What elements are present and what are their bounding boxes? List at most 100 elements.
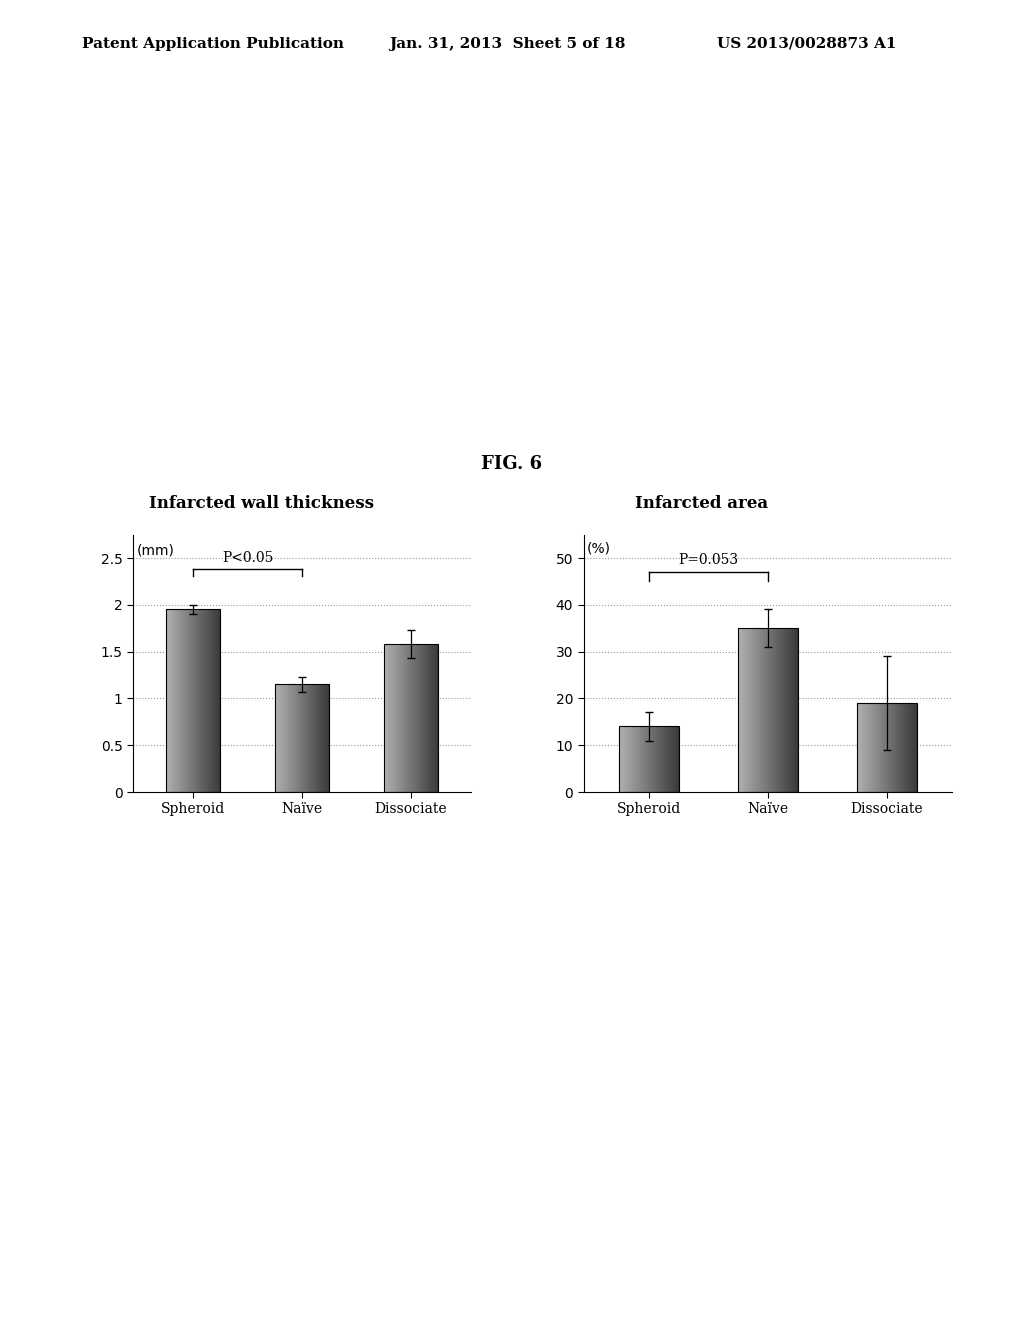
Bar [795, 628, 796, 792]
Bar [630, 726, 631, 792]
Bar [620, 726, 621, 792]
Bar [629, 726, 630, 792]
Bar [788, 628, 790, 792]
Bar [791, 628, 792, 792]
Bar [914, 704, 915, 792]
Bar [879, 704, 880, 792]
Bar [778, 628, 779, 792]
Bar [761, 628, 762, 792]
Bar [768, 628, 769, 792]
Bar [652, 726, 653, 792]
Bar [912, 704, 913, 792]
Bar [786, 628, 787, 792]
Bar [625, 726, 626, 792]
Bar [782, 628, 783, 792]
Bar [664, 726, 665, 792]
Bar [635, 726, 636, 792]
Bar [743, 628, 744, 792]
Bar [621, 726, 622, 792]
Bar [384, 644, 438, 792]
Bar [877, 704, 879, 792]
Bar [623, 726, 624, 792]
Bar [857, 704, 916, 792]
Bar [871, 704, 872, 792]
Bar [904, 704, 905, 792]
Bar [794, 628, 795, 792]
Bar [892, 704, 893, 792]
Bar [753, 628, 755, 792]
Bar [777, 628, 778, 792]
Bar [659, 726, 660, 792]
Bar [773, 628, 774, 792]
Bar [637, 726, 638, 792]
Bar [913, 704, 914, 792]
Bar [893, 704, 894, 792]
Bar [776, 628, 777, 792]
Bar [663, 726, 665, 792]
Bar [779, 628, 780, 792]
Bar [869, 704, 870, 792]
Bar [759, 628, 760, 792]
Bar [907, 704, 909, 792]
Bar [882, 704, 883, 792]
Bar [906, 704, 908, 792]
Bar [657, 726, 658, 792]
Bar [858, 704, 859, 792]
Bar [646, 726, 647, 792]
Text: P<0.05: P<0.05 [222, 552, 273, 565]
Bar [648, 726, 649, 792]
Bar [891, 704, 892, 792]
Bar [910, 704, 911, 792]
Bar [897, 704, 898, 792]
Text: Infarcted area: Infarcted area [635, 495, 768, 512]
Bar [667, 726, 668, 792]
Text: FIG. 6: FIG. 6 [481, 455, 543, 474]
Text: Jan. 31, 2013  Sheet 5 of 18: Jan. 31, 2013 Sheet 5 of 18 [389, 37, 626, 51]
Bar [885, 704, 886, 792]
Bar [767, 628, 768, 792]
Bar [771, 628, 772, 792]
Bar [876, 704, 878, 792]
Bar [783, 628, 785, 792]
Bar [775, 628, 776, 792]
Bar [636, 726, 637, 792]
Bar [741, 628, 742, 792]
Bar [670, 726, 671, 792]
Bar [862, 704, 863, 792]
Bar [903, 704, 904, 792]
Bar [650, 726, 651, 792]
Bar [884, 704, 885, 792]
Bar [898, 704, 899, 792]
Bar [754, 628, 756, 792]
Bar [641, 726, 642, 792]
Bar [675, 726, 676, 792]
Bar [630, 726, 632, 792]
Bar [166, 610, 220, 792]
Bar [870, 704, 871, 792]
Bar [772, 628, 773, 792]
Bar [751, 628, 752, 792]
Bar [880, 704, 881, 792]
Bar [750, 628, 751, 792]
Bar [633, 726, 634, 792]
Bar [640, 726, 641, 792]
Bar [763, 628, 764, 792]
Bar [654, 726, 655, 792]
Bar [757, 628, 758, 792]
Bar [783, 628, 784, 792]
Bar [626, 726, 627, 792]
Bar [787, 628, 788, 792]
Bar [745, 628, 746, 792]
Bar [638, 726, 639, 792]
Bar [769, 628, 770, 792]
Bar [627, 726, 628, 792]
Bar [756, 628, 757, 792]
Bar [622, 726, 623, 792]
Bar [672, 726, 673, 792]
Text: (mm): (mm) [136, 544, 174, 558]
Bar [766, 628, 767, 792]
Bar [660, 726, 663, 792]
Bar [765, 628, 766, 792]
Bar [888, 704, 889, 792]
Bar [668, 726, 669, 792]
